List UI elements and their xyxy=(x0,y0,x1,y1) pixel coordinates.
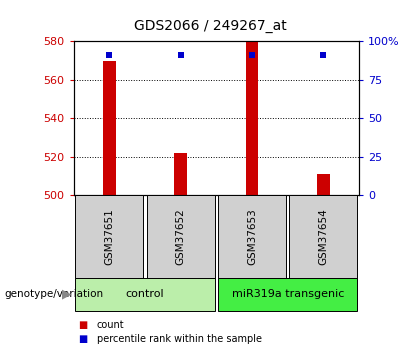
Text: control: control xyxy=(126,289,164,299)
Text: GSM37651: GSM37651 xyxy=(104,208,114,265)
Text: ▶: ▶ xyxy=(62,288,71,300)
Bar xyxy=(317,174,330,195)
Text: count: count xyxy=(97,320,124,330)
Bar xyxy=(246,41,258,195)
Text: percentile rank within the sample: percentile rank within the sample xyxy=(97,334,262,344)
Text: GSM37654: GSM37654 xyxy=(318,208,328,265)
Text: ■: ■ xyxy=(78,334,87,344)
Text: ■: ■ xyxy=(78,320,87,330)
Text: GDS2066 / 249267_at: GDS2066 / 249267_at xyxy=(134,19,286,33)
Text: miR319a transgenic: miR319a transgenic xyxy=(231,289,344,299)
Text: genotype/variation: genotype/variation xyxy=(4,289,103,299)
Text: GSM37653: GSM37653 xyxy=(247,208,257,265)
Bar xyxy=(174,153,187,195)
Text: GSM37652: GSM37652 xyxy=(176,208,186,265)
Bar xyxy=(103,61,116,195)
